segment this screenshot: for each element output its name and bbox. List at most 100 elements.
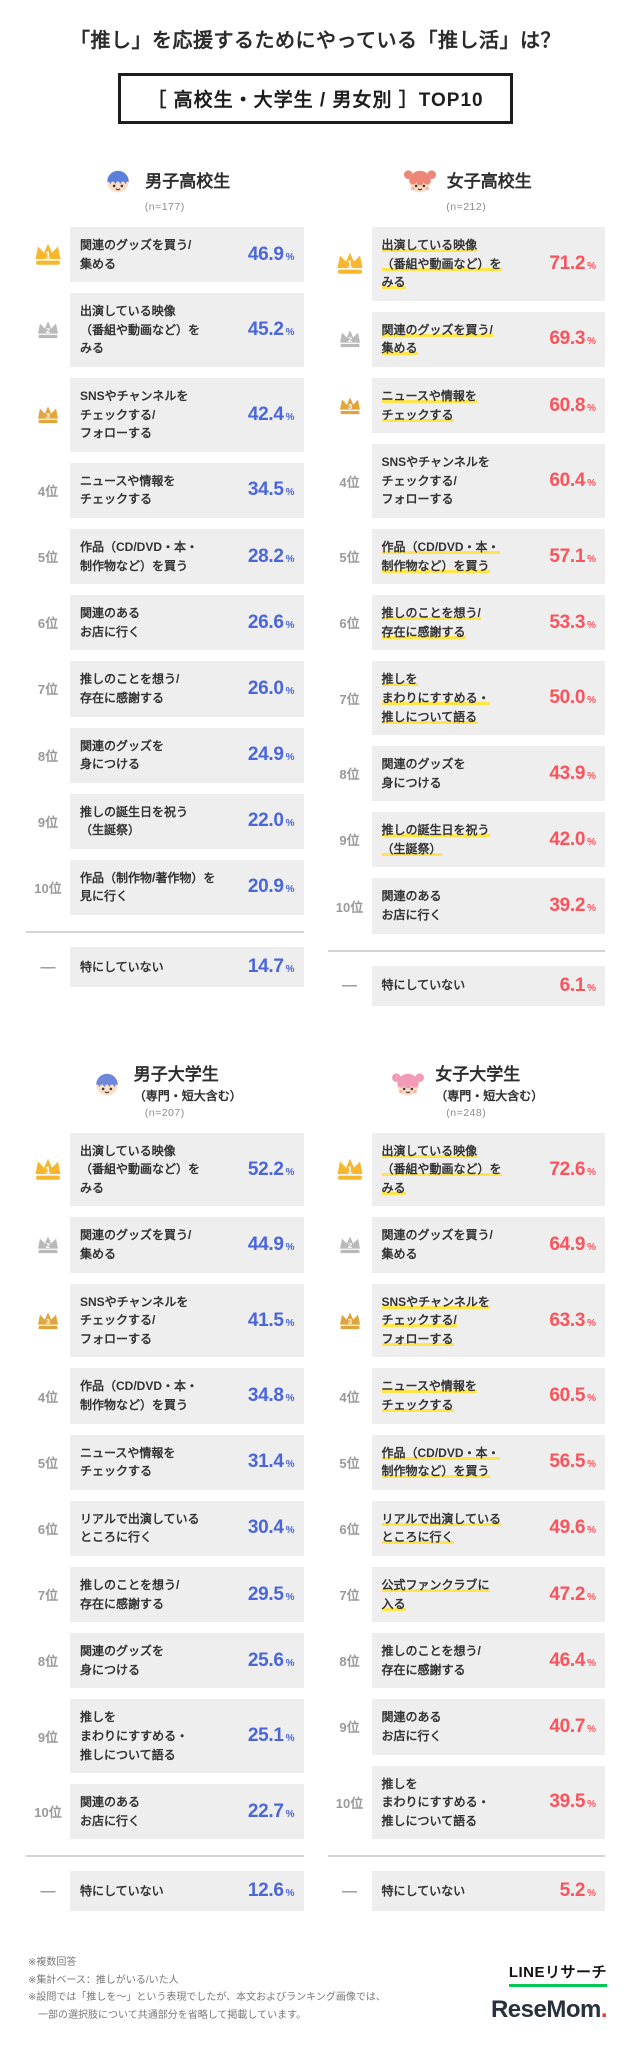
- item-text: 関連のグッズを 身につける: [80, 1644, 165, 1677]
- rank-row: 5位 作品（CD/DVD・本・ 制作物など）を買う 57.1%: [328, 528, 605, 585]
- svg-text:1: 1: [347, 1165, 353, 1176]
- group-name-block: 女子大学生 （専門・短大含む）: [435, 1060, 543, 1104]
- group-name-block: 男子大学生 （専門・短大含む）: [134, 1060, 242, 1104]
- item-label: 推しのことを想う/ 存在に感謝する: [381, 604, 544, 641]
- percent-value: 34.8%: [248, 1385, 295, 1407]
- percent-value: 49.6%: [549, 1517, 596, 1539]
- rank-row: 4位 SNSやチャンネルを チェックする/ フォローする 60.4%: [328, 444, 605, 518]
- percent-number: 63.3: [549, 1309, 586, 1331]
- percent-value: 6.1%: [560, 975, 596, 997]
- item-label: 推しを まわりにすすめる・ 推しについて語る: [381, 670, 544, 726]
- item-label: 関連のグッズを買う/ 集める: [80, 236, 242, 273]
- percent-value: 22.0%: [248, 810, 295, 832]
- item-text: リアルで出演している ところに行く: [80, 1511, 200, 1545]
- dash-rank-label: —: [342, 977, 357, 995]
- panel-male-highschool: 男子高校生 (n=177) 1 関連のグッズを買う/ 集める 46.9% 2 出演している映…: [26, 160, 304, 1006]
- percent-number: 71.2: [549, 252, 586, 274]
- rank-label: 10位: [335, 899, 364, 915]
- item-text: 関連のある お店に行く: [381, 1710, 442, 1743]
- footnotes: ※複数回答 ※集計ベース：推しがいる/いた人 ※設問では「推しを〜」という表現でした…: [28, 1954, 386, 2024]
- item-box: 作品（CD/DVD・本・ 制作物など）を買う 28.2%: [70, 528, 304, 585]
- item-box: SNSやチャンネルを チェックする/ フォローする 42.4%: [70, 377, 304, 452]
- percent-unit: %: [285, 884, 295, 896]
- percent-value: 26.0%: [248, 678, 295, 700]
- item-text: 特にしていない: [381, 1884, 466, 1899]
- gold-crown-icon: 1: [26, 242, 70, 267]
- item-text: ニュースや情報を チェックする: [381, 1379, 477, 1412]
- panel-female-highschool: 女子高校生 (n=212) 1 出演している映像 （番組や動画など）を みる 71.2%…: [327, 160, 605, 1006]
- item-text: 推しのことを想う/ 存在に感謝する: [381, 1644, 481, 1677]
- percent-number: 5.2: [559, 1880, 586, 1902]
- item-box: ニュースや情報を チェックする 31.4%: [70, 1434, 304, 1490]
- resemom-text: ReseMom: [490, 1996, 601, 2023]
- percent-value: 5.2%: [560, 1880, 596, 1902]
- panel-header: 女子大学生 （専門・短大含む）: [328, 1060, 606, 1104]
- percent-value: 69.3%: [549, 328, 596, 350]
- rank-row: 10位 関連のある お店に行く 22.7%: [26, 1784, 304, 1840]
- rank-row: 4位 作品（CD/DVD・本・ 制作物など）を買う 34.8%: [26, 1368, 304, 1424]
- bronze-crown-icon: 3: [328, 1311, 372, 1331]
- percent-number: 6.1: [559, 974, 586, 996]
- item-box: 関連のグッズを買う/ 集める 44.9%: [70, 1217, 304, 1273]
- rank-row: 8位 関連のグッズを 身につける 43.9%: [328, 746, 605, 802]
- rank-label: 9位: [37, 814, 59, 830]
- footnote-line: ※複数回答: [28, 1957, 77, 1968]
- female-university-avatar-icon: [389, 1063, 427, 1101]
- rank-row: 2 関連のグッズを買う/ 集める 44.9%: [26, 1217, 304, 1273]
- sample-size: (n=177): [144, 201, 185, 213]
- percent-unit: %: [587, 695, 596, 707]
- percent-number: 69.3: [549, 328, 586, 350]
- percent-number: 43.9: [549, 762, 586, 784]
- item-label: 関連のグッズを買う/ 集める: [382, 1226, 544, 1263]
- item-text: 推しのことを想う/ 存在に感謝する: [80, 672, 180, 705]
- rank-list: 1 出演している映像 （番組や動画など）を みる 52.2% 2 関連のグッズを買う/ …: [26, 1132, 304, 1840]
- item-box: 関連のある お店に行く 26.6%: [70, 595, 304, 651]
- percent-value: 42.4%: [248, 404, 295, 426]
- percent-number: 20.9: [247, 876, 284, 898]
- item-text: ニュースや情報を チェックする: [80, 473, 176, 507]
- percent-number: 41.5: [247, 1309, 284, 1331]
- rank-row: 1 出演している映像 （番組や動画など）を みる 71.2%: [328, 227, 605, 301]
- percent-number: 49.6: [549, 1517, 586, 1539]
- panel-header: 男子高校生: [26, 160, 304, 198]
- item-box: 関連のグッズを買う/ 集める 46.9%: [70, 227, 304, 283]
- item-text: SNSやチャンネルを チェックする/ フォローする: [381, 1294, 490, 1346]
- item-label: ニュースや情報を チェックする: [381, 387, 544, 424]
- percent-number: 22.7: [247, 1800, 284, 1822]
- rank-row: 3 SNSやチャンネルを チェックする/ フォローする 63.3%: [328, 1283, 605, 1358]
- item-label: 関連のある お店に行く: [382, 1708, 544, 1745]
- item-label: 作品（CD/DVD・本・ 制作物など）を買う: [381, 1444, 544, 1481]
- percent-unit: %: [285, 1166, 295, 1178]
- panel-header: 男子大学生 （専門・短大含む）: [26, 1060, 304, 1104]
- percent-unit: %: [285, 1888, 295, 1900]
- page-title: 「推し」を応援するためにやっている「推し活」は？: [70, 30, 561, 52]
- percent-number: 44.9: [247, 1234, 284, 1256]
- item-text: 作品（CD/DVD・本・ 制作物など）を買う: [381, 1445, 500, 1479]
- percent-unit: %: [587, 770, 596, 782]
- percent-value: 44.9%: [248, 1234, 295, 1256]
- item-box: SNSやチャンネルを チェックする/ フォローする 41.5%: [70, 1283, 304, 1358]
- percent-value: 22.7%: [248, 1801, 295, 1823]
- item-text: 特にしていない: [381, 978, 466, 993]
- divider-line: [26, 1855, 304, 1858]
- percent-number: 72.6: [549, 1158, 586, 1180]
- rank-label: 7位: [339, 691, 360, 707]
- svg-text:2: 2: [347, 335, 351, 344]
- percent-unit: %: [285, 553, 295, 565]
- item-box: 出演している映像 （番組や動画など）を みる 45.2%: [70, 293, 304, 367]
- group-name: 男子高校生: [145, 171, 231, 191]
- divider-line: [327, 1855, 605, 1858]
- item-text: ニュースや情報を チェックする: [80, 1445, 176, 1479]
- item-box: 関連のある お店に行く 22.7%: [70, 1784, 304, 1840]
- percent-number: 56.5: [549, 1451, 586, 1473]
- svg-text:3: 3: [46, 1317, 51, 1326]
- item-box: ニュースや情報を チェックする 34.5%: [70, 462, 304, 518]
- percent-unit: %: [587, 903, 596, 915]
- divider-line: [327, 949, 605, 952]
- percent-number: 25.6: [247, 1649, 284, 1671]
- item-text: 関連のグッズを買う/ 集める: [80, 238, 192, 271]
- divider-line: [26, 931, 304, 934]
- percent-unit: %: [285, 1317, 295, 1329]
- percent-number: 34.8: [247, 1385, 284, 1406]
- percent-number: 29.5: [247, 1583, 284, 1605]
